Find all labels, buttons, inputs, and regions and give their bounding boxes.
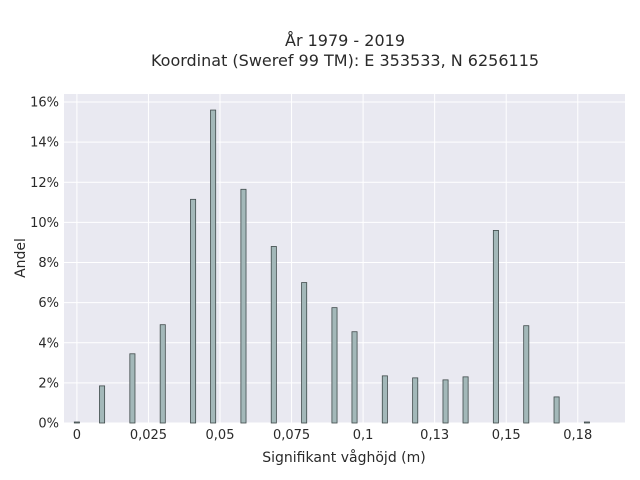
- x-tick-label: 0: [73, 428, 81, 443]
- x-tick-label: 0,13: [420, 428, 449, 443]
- bar: [442, 379, 449, 424]
- gridlines: [64, 94, 625, 424]
- y-tick-label: 0%: [38, 417, 59, 432]
- x-tick-label: 0,18: [563, 428, 592, 443]
- y-tick-label: 16%: [30, 96, 59, 111]
- bar: [240, 188, 247, 424]
- chart-title-line-2: Koordinat (Sweref 99 TM): E 353533, N 62…: [151, 51, 539, 70]
- y-tick-label: 8%: [38, 256, 59, 271]
- y-tick-label: 12%: [30, 176, 59, 191]
- y-tick-label: 6%: [38, 296, 59, 311]
- bar: [523, 325, 530, 424]
- bar: [99, 385, 106, 424]
- bar: [553, 396, 560, 424]
- bar: [331, 307, 338, 424]
- y-tick-label: 14%: [30, 136, 59, 151]
- bar: [210, 109, 217, 424]
- bars-group: [73, 109, 590, 424]
- y-tick-label: 10%: [30, 216, 59, 231]
- x-tick-label: 0,075: [273, 428, 310, 443]
- y-tick-label: 2%: [38, 376, 59, 391]
- bar: [159, 324, 166, 424]
- bar: [492, 230, 499, 424]
- bar: [73, 421, 80, 424]
- y-tick-label: 4%: [38, 336, 59, 351]
- bar: [301, 282, 308, 424]
- x-tick-label: 0,15: [492, 428, 521, 443]
- bar: [462, 376, 469, 424]
- plot-area: [64, 94, 625, 423]
- bar: [190, 198, 197, 424]
- bar: [583, 421, 590, 424]
- x-tick-label: 0,05: [206, 428, 235, 443]
- y-axis-label: Andel: [13, 238, 29, 278]
- x-tick-label: 0,025: [130, 428, 167, 443]
- bar: [412, 377, 419, 424]
- x-axis-label: Signifikant våghöjd (m): [262, 449, 425, 466]
- chart-title-line-1: År 1979 - 2019: [285, 31, 405, 50]
- bar: [270, 246, 277, 424]
- y-axis-ticks: 0% 2% 4% 6% 8% 10% 12% 14% 16%: [30, 96, 59, 432]
- x-axis-ticks: 0 0,025 0,05 0,075 0,1 0,13 0,15 0,18: [73, 428, 593, 443]
- bar: [381, 375, 388, 424]
- bar: [129, 353, 136, 424]
- bar: [351, 331, 358, 424]
- x-tick-label: 0,1: [353, 428, 374, 443]
